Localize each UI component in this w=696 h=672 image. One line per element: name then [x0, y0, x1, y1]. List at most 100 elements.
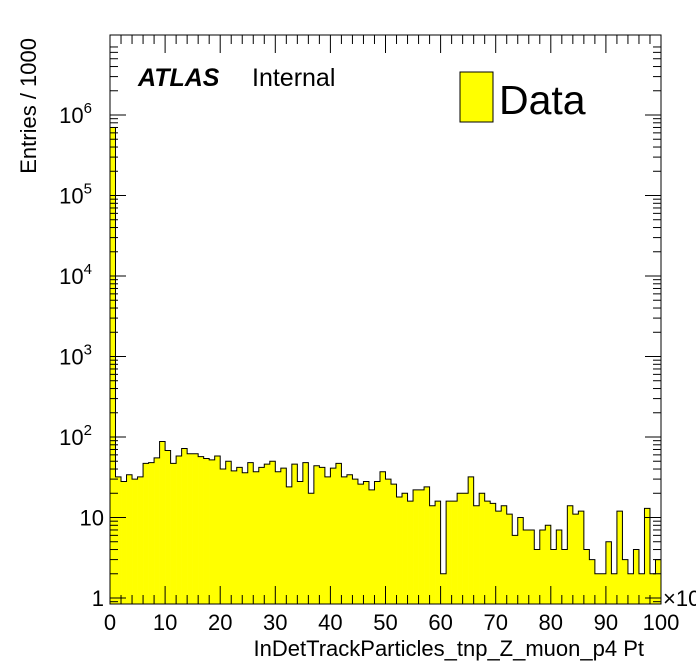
- x-tick-label: 70: [483, 610, 507, 635]
- x-tick-label: 30: [263, 610, 287, 635]
- x-tick-label: 80: [539, 610, 563, 635]
- histogram-bar: [473, 505, 480, 604]
- histogram-bar: [418, 489, 425, 604]
- y-axis-ticks: [110, 46, 661, 603]
- histogram-bar: [627, 573, 634, 604]
- histogram-bar: [132, 479, 138, 604]
- histogram-bar: [484, 501, 491, 604]
- legend-swatch-data: [459, 71, 494, 123]
- histogram-bar: [231, 470, 238, 604]
- histogram-bar: [501, 505, 508, 604]
- histogram-bar: [638, 573, 645, 604]
- x-tick-label: 0: [104, 610, 116, 635]
- histogram-bar: [324, 476, 331, 604]
- histogram-bar: [330, 468, 337, 604]
- x-tick-label: 10: [153, 610, 177, 635]
- histogram-bar: [236, 467, 243, 604]
- histogram-bar: [209, 459, 215, 604]
- histogram-bar: [165, 450, 171, 604]
- histogram-bar: [517, 517, 524, 604]
- histogram-bar: [457, 493, 463, 604]
- histogram-bar: [148, 462, 155, 604]
- x-tick-label: 20: [208, 610, 232, 635]
- histogram-bar: [523, 529, 530, 604]
- histogram-bar: [374, 481, 381, 604]
- histogram-bar: [649, 573, 656, 604]
- histogram-bar: [622, 559, 629, 604]
- x-axis-ticks: [109, 35, 662, 604]
- histogram-bar: [446, 501, 452, 604]
- histogram-bar: [407, 501, 414, 604]
- histogram-bar: [413, 489, 419, 604]
- histogram-bar: [391, 484, 397, 604]
- histogram-bar: [187, 453, 193, 604]
- y-tick-label: 10: [80, 506, 104, 531]
- histogram-bar: [181, 448, 188, 604]
- histogram-bar: [572, 514, 579, 604]
- histogram-bar: [346, 474, 353, 604]
- histogram-bar: [126, 474, 133, 604]
- histogram-bar: [352, 479, 359, 604]
- y-tick-label: 103: [59, 342, 92, 370]
- histogram-bar: [550, 549, 557, 604]
- histogram-bar: [490, 503, 496, 604]
- histogram-bar: [583, 549, 590, 604]
- histogram-bar: [154, 457, 160, 604]
- histogram-bar: [605, 541, 612, 604]
- histogram-bar: [379, 471, 386, 604]
- histogram-bar: [468, 476, 474, 604]
- histogram-bar: [479, 493, 485, 604]
- histogram-bar: [253, 471, 260, 604]
- histogram-bar: [534, 549, 541, 604]
- histogram-bar: [440, 573, 447, 604]
- histogram-bar: [396, 496, 403, 604]
- histogram-bar: [363, 481, 370, 604]
- atlas-label: ATLAS: [137, 64, 220, 92]
- histogram-bar: [291, 464, 298, 604]
- x-tick-label: 50: [373, 610, 397, 635]
- histogram-bar: [203, 458, 210, 604]
- histogram-bar: [115, 476, 122, 604]
- y-tick-label: 106: [59, 100, 92, 128]
- histogram-bar: [247, 462, 254, 604]
- x-tick-label: 100: [643, 610, 680, 635]
- histogram-bar: [633, 549, 640, 604]
- histogram-bar: [242, 472, 249, 604]
- histogram-bar: [275, 471, 282, 604]
- histogram-bar: [220, 469, 227, 604]
- histogram-outline: [109, 126, 662, 604]
- histogram-bar: [611, 573, 618, 604]
- y-axis-label: Entries / 1000: [16, 38, 41, 174]
- histogram-bar: [644, 508, 651, 604]
- y-tick-label: 102: [59, 422, 92, 450]
- histogram-bar: [302, 462, 309, 604]
- histogram-bar: [567, 505, 574, 604]
- histogram-bar: [258, 467, 265, 604]
- histogram-bar: [110, 127, 116, 604]
- histogram-bar: [170, 463, 177, 604]
- y-tick-label: 1: [92, 586, 104, 611]
- histogram-bar: [225, 461, 232, 604]
- internal-label: Internal: [252, 64, 335, 92]
- histogram-bar: [589, 559, 596, 604]
- histogram-bar: [512, 535, 519, 604]
- histogram-bar: [594, 573, 601, 604]
- x-axis-tick-labels: 0 10 20 30 40 50 60 70 80 90 100: [104, 610, 679, 635]
- y-tick-label: 105: [59, 181, 92, 209]
- histogram-bar: [264, 464, 271, 604]
- histogram-bar: [462, 493, 469, 604]
- histogram-bar: [286, 486, 293, 604]
- histogram-bar: [506, 514, 513, 604]
- histogram-bar: [335, 463, 342, 604]
- y-axis-tick-labels: 1 10 102 103 104 105 106: [59, 100, 104, 611]
- histogram-bars: [110, 127, 662, 604]
- histogram-bar: [214, 456, 221, 604]
- x-axis-multiplier-label: ×10: [663, 586, 696, 611]
- histogram-bar: [495, 511, 502, 604]
- histogram-bar: [176, 456, 182, 604]
- histogram-bar: [159, 441, 166, 604]
- x-axis-label: InDetTrackParticles_tnp_Z_muon_p4 Pt: [254, 636, 645, 661]
- histogram-bar: [385, 479, 392, 604]
- histogram-bar: [561, 549, 568, 604]
- legend-label-data: Data: [499, 77, 586, 123]
